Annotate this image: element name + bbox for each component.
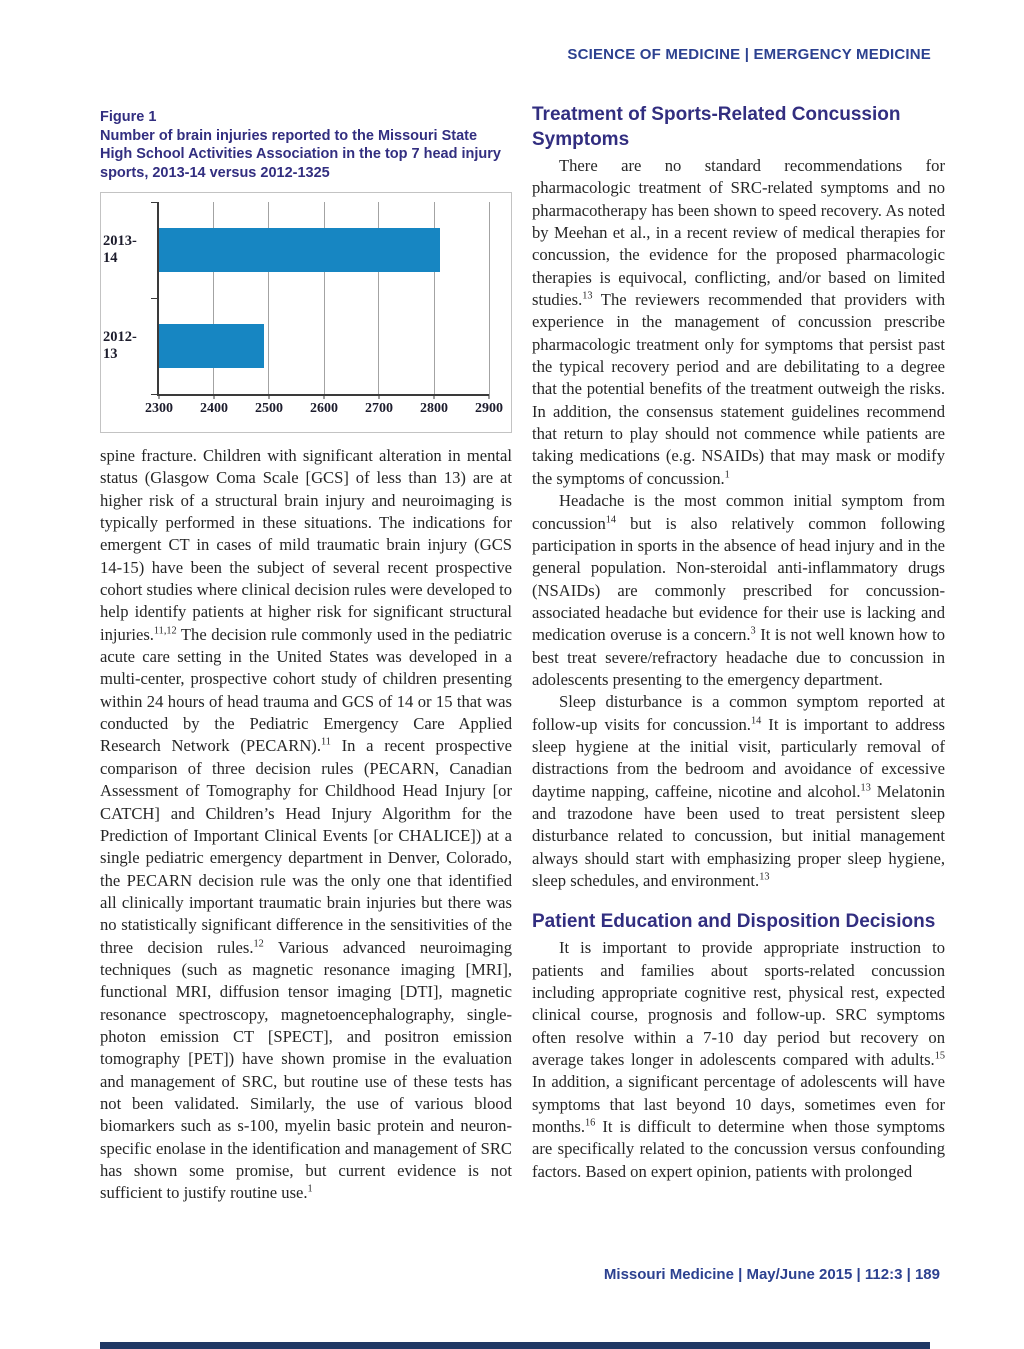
bar-row: 2013-14 — [103, 202, 489, 298]
gridline — [213, 202, 215, 394]
gridline — [433, 202, 435, 394]
left-column: Figure 1 Number of brain injuries report… — [100, 108, 512, 1205]
x-tick-label: 2400 — [200, 401, 228, 416]
left-body-text: spine fracture. Children with significan… — [100, 445, 512, 1205]
section-heading: Patient Education and Disposition Decisi… — [532, 911, 936, 933]
x-axis: 2300 2400 2500 2600 2700 2800 2900 — [145, 394, 503, 424]
paragraph: Sleep disturbance is a common symptom re… — [532, 692, 946, 890]
paragraph: Headache is the most common initial symp… — [532, 491, 946, 689]
paragraph: There are no standard recommendations fo… — [532, 156, 945, 488]
figure-caption-text: Number of brain injuries reported to the… — [100, 127, 501, 181]
section-body: It is important to provide appropriate i… — [532, 937, 945, 1183]
figure-chart: 2300 2400 2500 2600 2700 2800 2900 2013-14 2012-… — [100, 192, 512, 433]
x-tick-label: 2900 — [475, 401, 503, 416]
bar-row: 2012-13 — [103, 298, 489, 394]
x-tick-mark — [378, 394, 380, 399]
y-tick-mark — [151, 201, 158, 203]
section-treatment: Treatment of Sports-Related Concussion S… — [532, 102, 945, 892]
x-tick-label: 2500 — [255, 401, 283, 416]
bar — [159, 228, 440, 272]
y-tick-mark — [151, 297, 158, 299]
figure-label: Figure 1 — [100, 109, 157, 125]
x-tick-label: 2700 — [365, 401, 393, 416]
x-tick-mark — [158, 394, 160, 399]
figure-caption: Figure 1 Number of brain injuries report… — [100, 108, 512, 182]
paragraph: It is important to provide appropriate i… — [532, 938, 945, 1181]
section-heading: Treatment of Sports-Related Concussion S… — [532, 104, 901, 150]
x-tick-label: 2800 — [420, 401, 448, 416]
gridline — [488, 202, 490, 394]
y-tick-mark — [151, 393, 158, 395]
x-tick-label: 2600 — [310, 401, 338, 416]
paragraph: spine fracture. Children with significan… — [100, 446, 513, 1203]
x-tick-mark — [323, 394, 325, 399]
bar — [159, 324, 264, 368]
page-footer: Missouri Medicine | May/June 2015 | 112:… — [603, 1266, 940, 1283]
gridline — [378, 202, 380, 394]
x-tick-mark — [268, 394, 270, 399]
right-column: Treatment of Sports-Related Concussion S… — [532, 102, 945, 1183]
gridline — [268, 202, 270, 394]
x-tick-mark — [488, 394, 490, 399]
category-label: 2012-13 — [103, 329, 137, 362]
plot-area: 2300 2400 2500 2600 2700 2800 2900 2013-14 2012-… — [103, 201, 503, 416]
category-label: 2013-14 — [103, 233, 137, 266]
x-tick-mark — [213, 394, 215, 399]
gridline — [323, 202, 325, 394]
page-header: SCIENCE OF MEDICINE | EMERGENCY MEDICINE — [567, 46, 931, 63]
section-body: There are no standard recommendations fo… — [532, 155, 945, 892]
x-tick-mark — [433, 394, 435, 399]
bottom-rule — [100, 1342, 930, 1349]
section-patient-education: Patient Education and Disposition Decisi… — [532, 909, 945, 1183]
x-tick-label: 2300 — [145, 401, 173, 416]
